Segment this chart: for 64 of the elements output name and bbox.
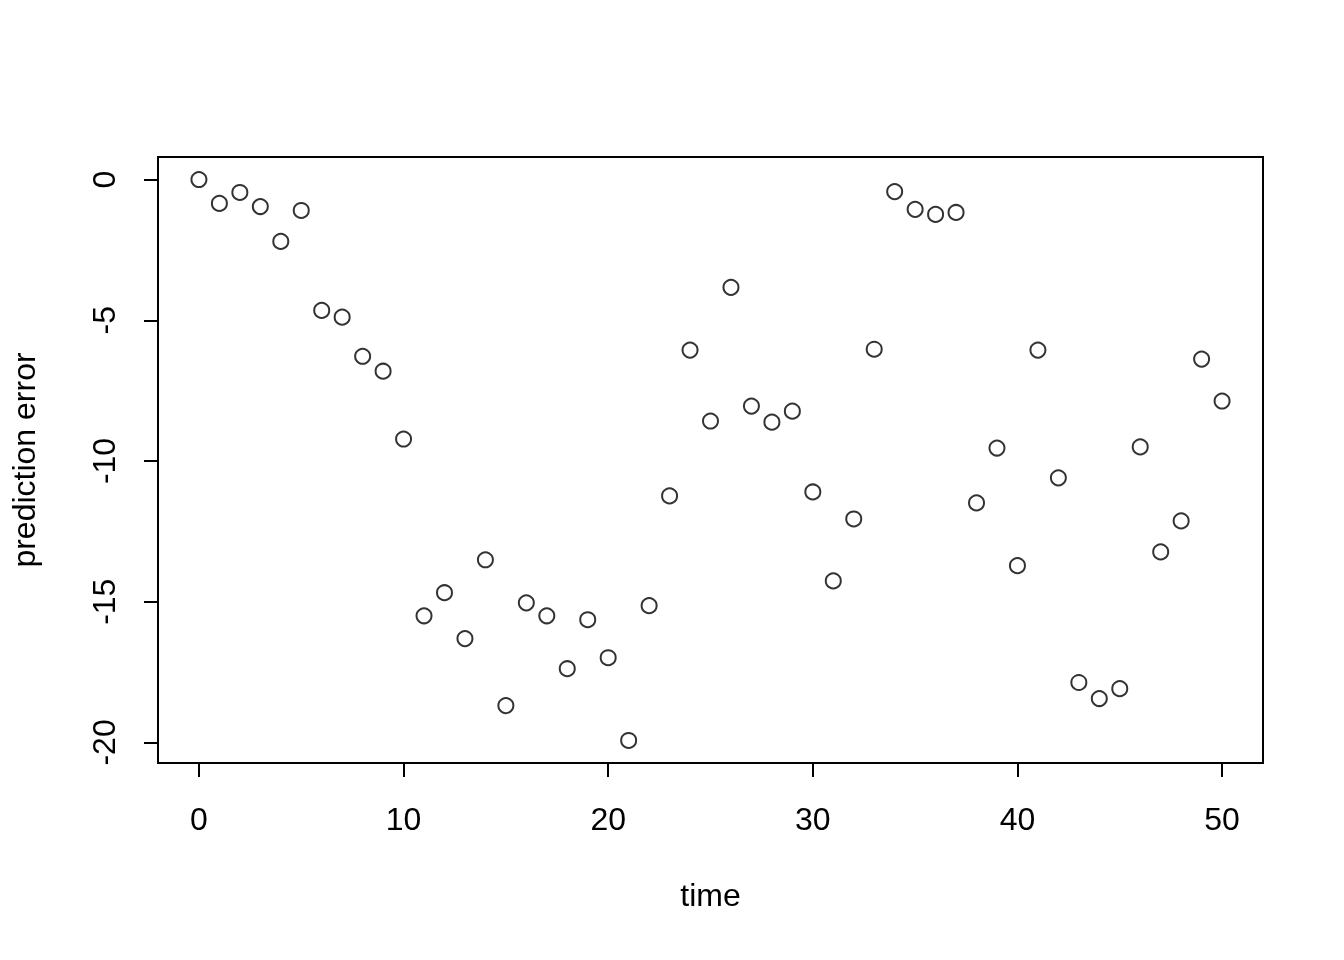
point [927, 205, 945, 223]
y-axis-title: prediction error [6, 352, 42, 568]
point [190, 171, 208, 189]
point [579, 611, 597, 629]
y-tick-label: 0 [86, 170, 122, 189]
point [436, 584, 453, 602]
point [1131, 438, 1149, 456]
point [640, 597, 658, 615]
point [742, 397, 760, 415]
point [1111, 680, 1129, 698]
point [1152, 543, 1170, 561]
point [415, 607, 433, 625]
x-axis-title: time [680, 877, 741, 913]
x-tick-label: 40 [999, 801, 1036, 837]
x-tick-label: 20 [590, 801, 626, 837]
point [702, 412, 719, 430]
point [1008, 557, 1026, 575]
y-tick-label: -20 [86, 719, 122, 766]
point [1070, 674, 1088, 691]
point [456, 630, 474, 648]
point [395, 430, 413, 448]
point [1090, 690, 1108, 708]
point [599, 649, 617, 667]
point [865, 340, 883, 358]
y-tick-label: -10 [86, 437, 122, 485]
point [251, 198, 269, 216]
point [497, 697, 515, 715]
point [374, 362, 392, 380]
point [783, 402, 801, 420]
point [804, 483, 822, 501]
point [988, 439, 1006, 457]
point [292, 201, 310, 219]
x-tick-label: 30 [795, 801, 831, 837]
point [476, 551, 494, 569]
point [620, 731, 638, 749]
point [845, 510, 863, 528]
point [333, 308, 351, 326]
point [517, 594, 535, 612]
point [661, 487, 679, 505]
x-tick-label: 10 [385, 801, 422, 837]
point [763, 413, 781, 431]
point [824, 572, 842, 590]
point [1172, 512, 1190, 530]
point [906, 200, 924, 218]
point [1049, 469, 1067, 487]
point [210, 194, 228, 212]
point [272, 232, 290, 250]
point [947, 203, 965, 221]
point [538, 607, 556, 625]
x-tick-label: 50 [1204, 801, 1240, 837]
point [558, 660, 576, 678]
x-tick-label: 0 [190, 801, 208, 837]
y-tick-label: -15 [86, 578, 122, 625]
y-tick-label: -5 [86, 306, 122, 335]
point [886, 183, 904, 201]
point [722, 278, 740, 296]
point [681, 341, 699, 359]
point [1193, 350, 1211, 368]
point [1213, 392, 1231, 410]
point [313, 301, 331, 319]
point [354, 347, 372, 365]
point [968, 494, 986, 512]
point [231, 183, 249, 201]
point [1029, 341, 1047, 359]
